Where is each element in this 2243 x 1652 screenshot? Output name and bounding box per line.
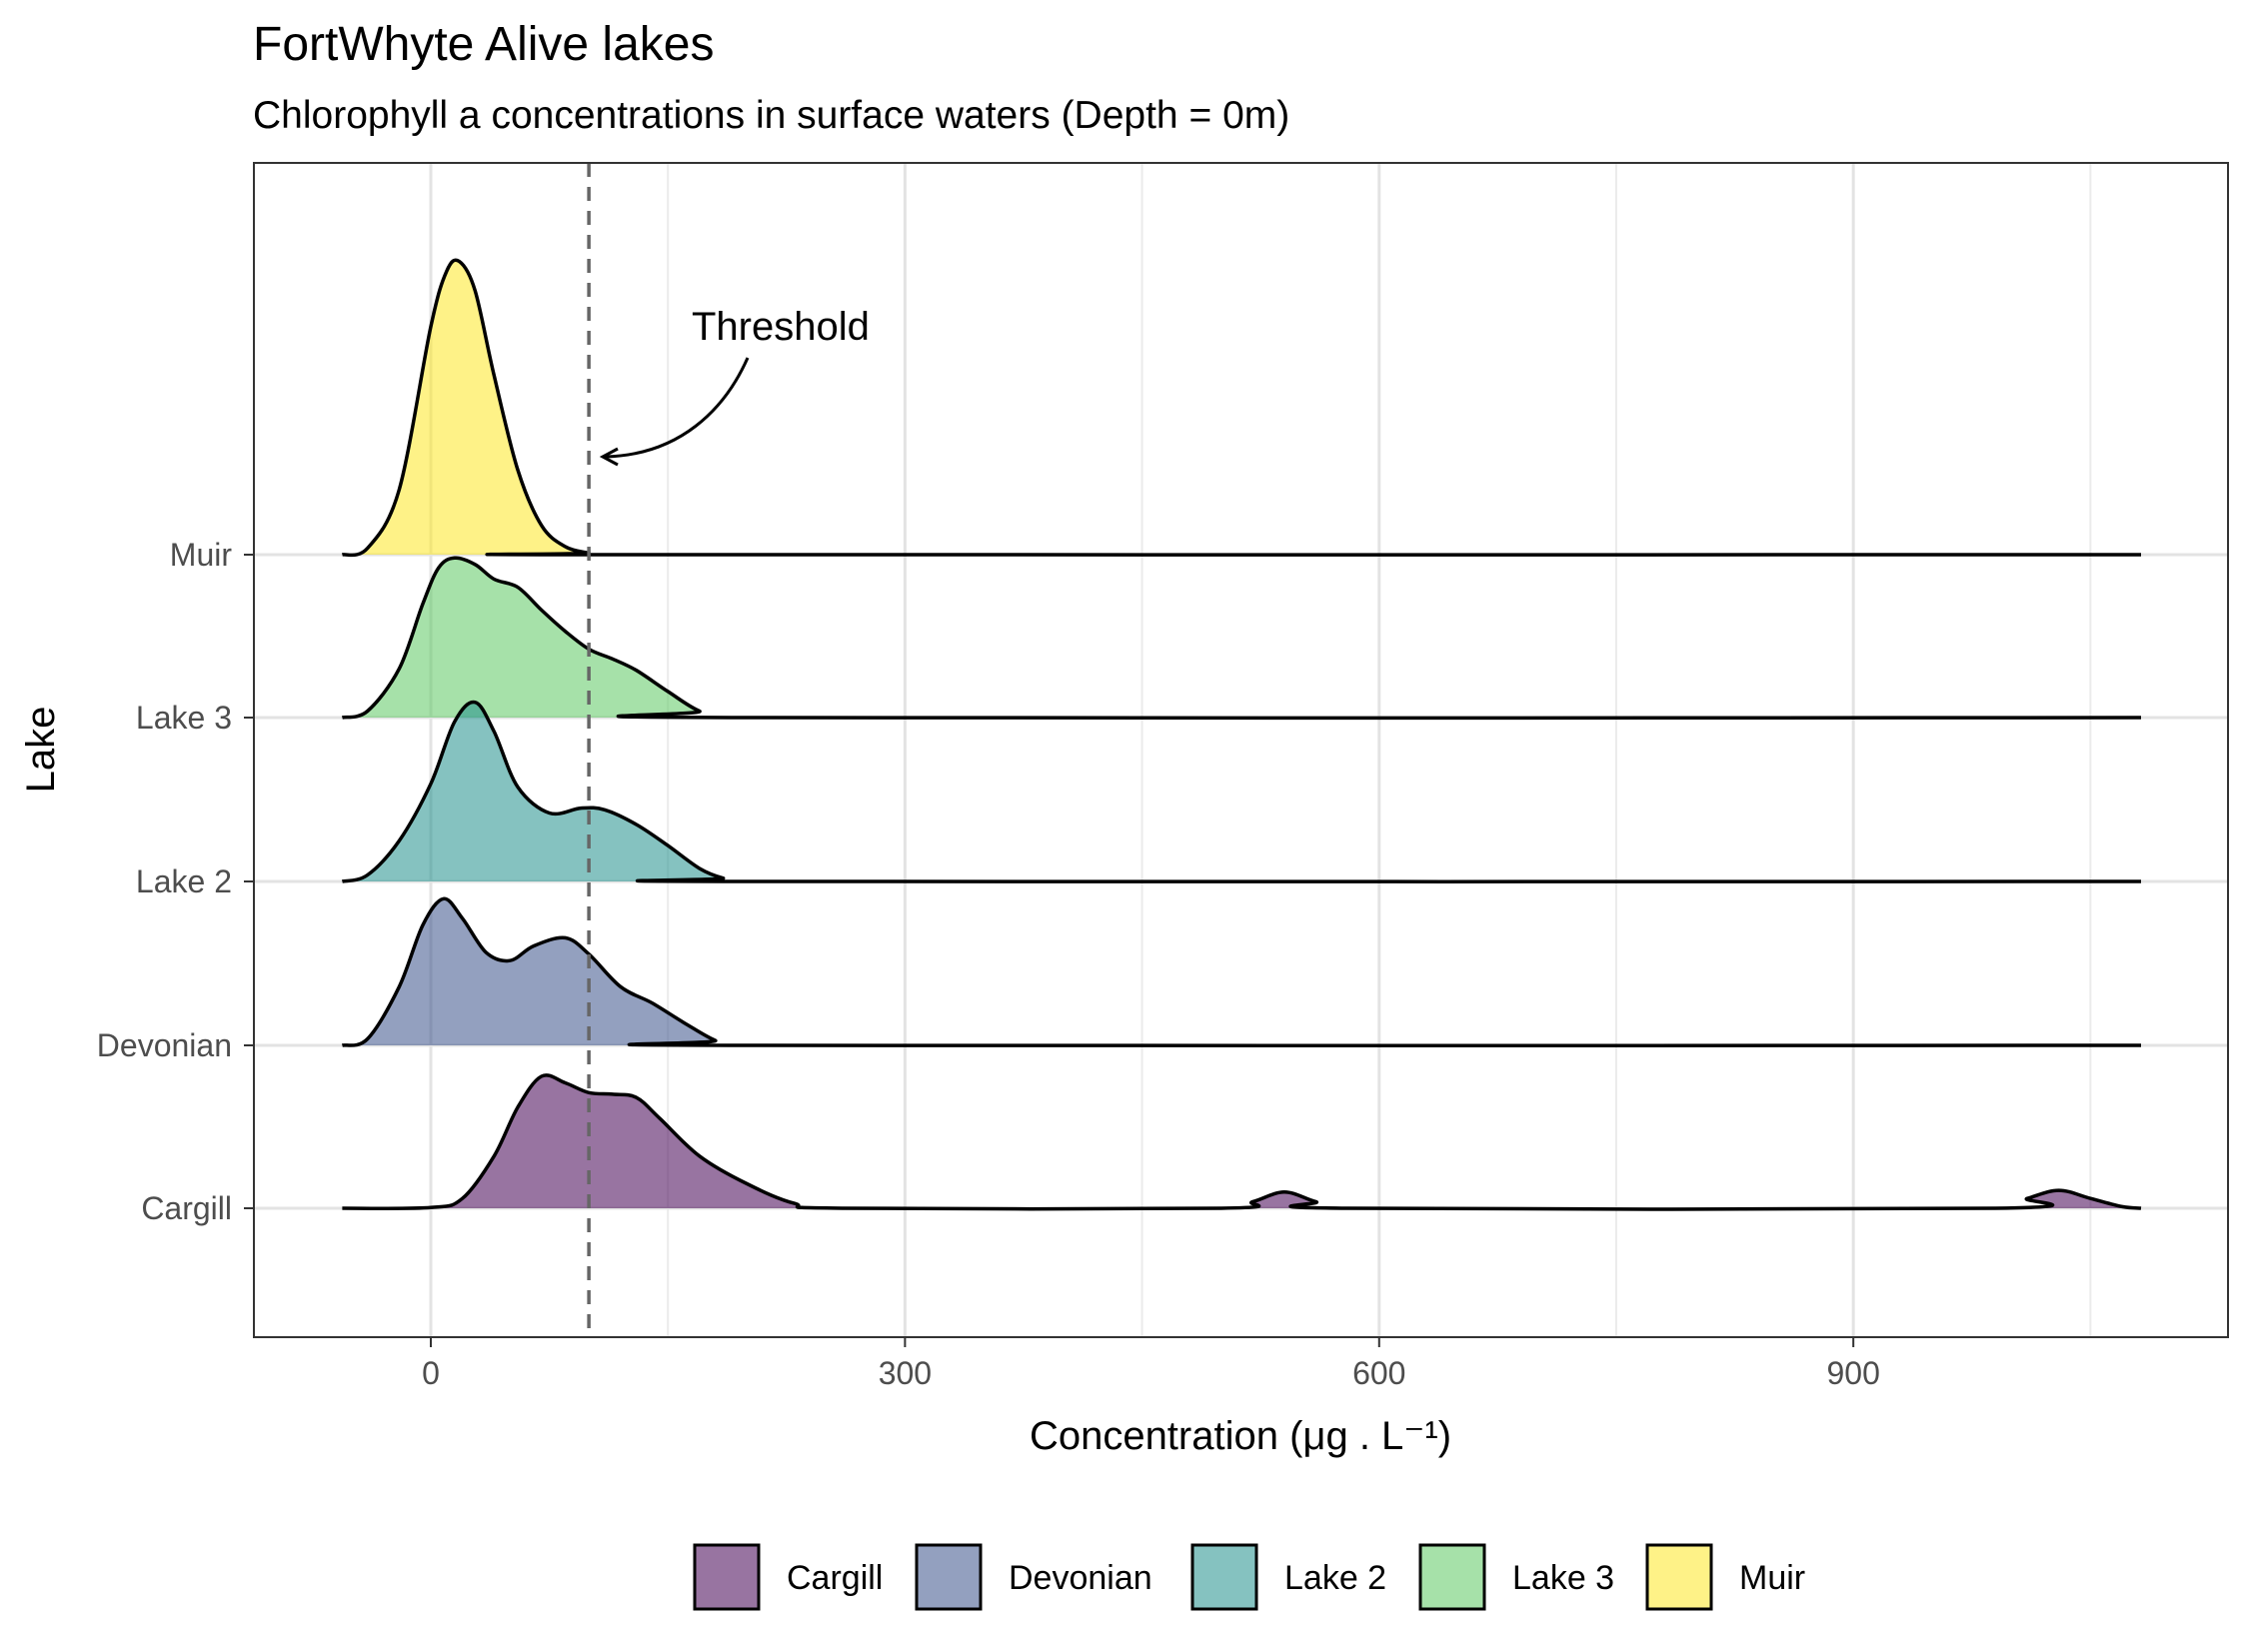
x-axis-ticks: 0 300 600 900 <box>422 1337 1880 1391</box>
legend-label-lake-2: Lake 2 <box>1284 1559 1386 1597</box>
ridge-fill-lake-2 <box>342 702 2141 882</box>
x-tick-label: 900 <box>1826 1355 1879 1391</box>
plot-panel-border <box>253 162 2229 1338</box>
legend: Cargill Devonian Lake 2 Lake 3 Muir <box>693 1543 1805 1611</box>
threshold-label: Threshold <box>692 305 870 349</box>
ridge-muir <box>341 258 2142 558</box>
x-tick-label: 300 <box>879 1355 932 1391</box>
ridge-fill-muir <box>342 260 2141 556</box>
x-tick-label: 0 <box>422 1355 440 1391</box>
legend-label-muir: Muir <box>1739 1559 1805 1597</box>
legend-label-cargill: Cargill <box>787 1559 883 1597</box>
y-tick-label: Lake 2 <box>136 863 232 899</box>
ridge-lake-2 <box>341 700 2142 883</box>
threshold-arrow <box>605 357 750 459</box>
y-tick-label: Devonian <box>97 1027 232 1063</box>
x-axis-title: Concentration (μg . L⁻¹) <box>1030 1414 1451 1458</box>
x-tick-label: 600 <box>1352 1355 1405 1391</box>
legend-key-lake-2 <box>1190 1543 1258 1611</box>
legend-key-devonian <box>915 1543 983 1611</box>
threshold-annotation: Threshold <box>599 305 870 467</box>
ridge-lake-3 <box>341 556 2142 721</box>
y-tick-label: Lake 3 <box>136 700 232 736</box>
ridge-cargill <box>342 1073 2142 1211</box>
ridge-outline-cargill <box>342 1073 2142 1211</box>
y-tick-label: Muir <box>170 537 233 573</box>
ridge-devonian <box>341 896 2142 1048</box>
ridge-fill-devonian <box>342 898 2141 1046</box>
legend-label-lake-3: Lake 3 <box>1512 1559 1614 1597</box>
legend-label-devonian: Devonian <box>1009 1559 1152 1597</box>
ridge-fill-lake-3 <box>342 558 2141 719</box>
ridge-fill-cargill <box>342 1074 2141 1210</box>
legend-key-cargill <box>693 1543 761 1611</box>
chart-title: FortWhyte Alive lakes <box>253 18 714 71</box>
ridge-outline-devonian <box>341 896 2142 1048</box>
legend-key-lake-3 <box>1418 1543 1486 1611</box>
ridge-outline-muir <box>341 258 2142 558</box>
chart-subtitle: Chlorophyll a concentrations in surface … <box>253 94 1289 137</box>
ridge-outline-lake-3 <box>341 556 2142 721</box>
ridge-outline-lake-2 <box>341 700 2142 883</box>
density-ridges <box>341 258 2142 1211</box>
legend-key-muir <box>1645 1543 1713 1611</box>
y-axis-title: Lake <box>19 707 63 794</box>
y-tick-label: Cargill <box>141 1190 232 1226</box>
threshold-arrow-head <box>599 447 619 467</box>
y-axis-ticks: Cargill Devonian Lake 2 Lake 3 Muir <box>97 537 254 1226</box>
